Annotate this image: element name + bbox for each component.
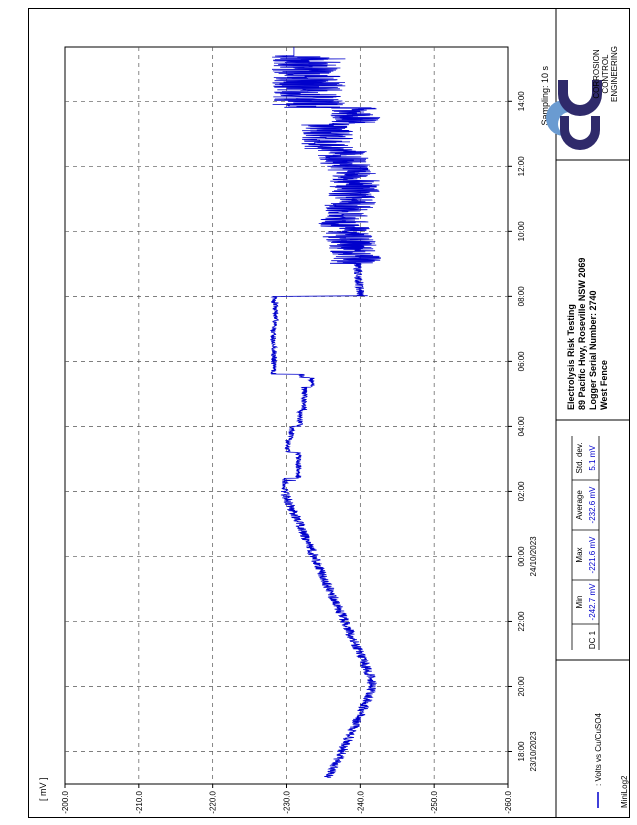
stats-value-average: -232.6 mV [588, 486, 597, 524]
y-unit-label: [ mV ] [38, 777, 48, 801]
legend-series-name: : Volts vs Cu/CuSO4 [594, 713, 603, 786]
sampling-label: Sampling: 10 s [540, 66, 550, 126]
footer-label: MiniLog2 [620, 775, 629, 808]
t-tick-label: 08:00 [517, 286, 526, 307]
info-line-4: West Fence [599, 360, 609, 410]
logo-d-dark [558, 80, 602, 116]
series-layer [270, 47, 381, 778]
page-frame [28, 8, 630, 818]
v-tick-label: -200.0 [61, 790, 70, 813]
logo-line-2: CONTROL [601, 54, 610, 94]
date-label-end: 24/10/2023 [529, 536, 538, 577]
t-tick-label: 10:00 [517, 221, 526, 242]
info-line-2: 89 Pacific Hwy, Roseville NSW 2069 [577, 258, 587, 410]
stats-table: Min Max Average Std. dev. DC 1 -242.7 mV… [571, 436, 600, 650]
t-tick-label: 14:00 [517, 91, 526, 112]
t-tick-label: 22:00 [517, 611, 526, 632]
stats-header-stddev: Std. dev. [575, 443, 584, 474]
v-tick-label: -260.0 [504, 790, 513, 813]
company-logo: CORROSION CONTROL ENGINEERING [546, 46, 619, 150]
info-block: Electrolysis Risk Testing 89 Pacific Hwy… [566, 258, 609, 410]
v-tick-label: -240.0 [356, 790, 365, 813]
logo-mark [546, 80, 602, 150]
stats-value-max: -221.6 mV [588, 536, 597, 574]
t-tick-label: 00:00 [517, 546, 526, 567]
series-line [270, 47, 381, 778]
legend: : Volts vs Cu/CuSO4 [594, 713, 603, 808]
stats-header-average: Average [575, 490, 584, 520]
t-tick-label: 06:00 [517, 351, 526, 372]
logo-line-1: CORROSION [592, 49, 601, 99]
stats-value-min: -242.7 mV [588, 583, 597, 621]
logo-e-dark [560, 116, 600, 150]
v-tick-label: -220.0 [209, 790, 218, 813]
stats-header-min: Min [575, 596, 584, 609]
v-tick-label: -230.0 [283, 790, 292, 813]
ticks-layer: -200.0 -210.0 -220.0 -230.0 -240.0 -250.0 -260… [61, 91, 538, 814]
info-line-3: Logger Serial Number: 2740 [588, 290, 598, 410]
t-tick-label: 12:00 [517, 156, 526, 177]
info-panel [555, 8, 630, 818]
t-tick-label: 04:00 [517, 416, 526, 437]
t-tick-label: 18:00 [517, 741, 526, 762]
info-line-1: Electrolysis Risk Testing [566, 304, 576, 410]
logo-line-3: ENGINEERING [610, 46, 619, 102]
v-tick-label: -250.0 [430, 790, 439, 813]
date-label-start: 23/10/2023 [529, 731, 538, 772]
stats-value-stddev: 5.1 mV [588, 445, 597, 471]
t-tick-label: 20:00 [517, 676, 526, 697]
stats-header-max: Max [575, 547, 584, 562]
stats-row-label: DC 1 [588, 630, 597, 649]
grid-layer [65, 47, 508, 784]
v-tick-label: -210.0 [135, 790, 144, 813]
t-tick-label: 02:00 [517, 481, 526, 502]
